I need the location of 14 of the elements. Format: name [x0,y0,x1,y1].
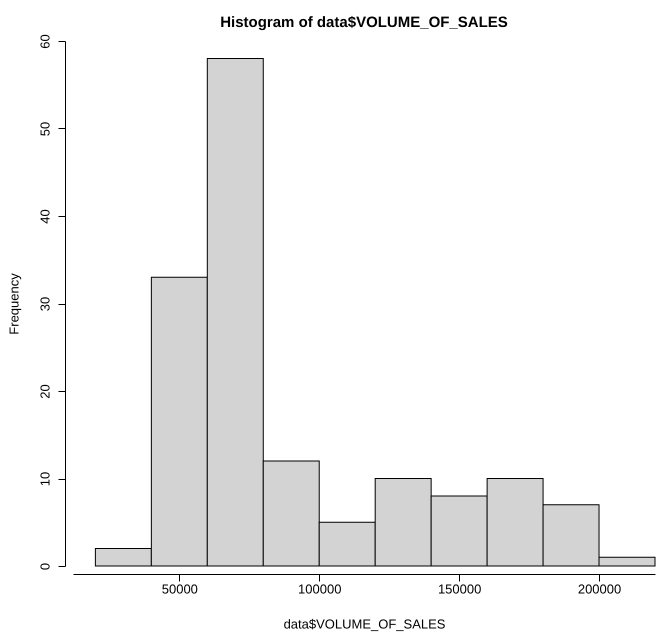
y-tick-label: 40 [38,209,52,224]
x-tick-label: 150000 [438,582,482,596]
y-axis-title: Frequency [6,272,22,335]
y-tick-label: 50 [38,122,52,136]
y-tick-label: 0 [38,562,52,570]
x-axis-title: data$VOLUME_OF_SALES [284,616,446,632]
x-tick-label: 200000 [578,582,622,596]
y-tick-label: 20 [38,384,52,399]
y-tick-label: 30 [38,296,52,312]
y-tick-label: 10 [38,472,52,486]
x-tick-label: 100000 [298,582,342,596]
chart-title: Histogram of data$VOLUME_OF_SALES [220,14,508,31]
x-tick-label: 50000 [162,582,198,596]
y-tick-label: 60 [38,34,52,49]
